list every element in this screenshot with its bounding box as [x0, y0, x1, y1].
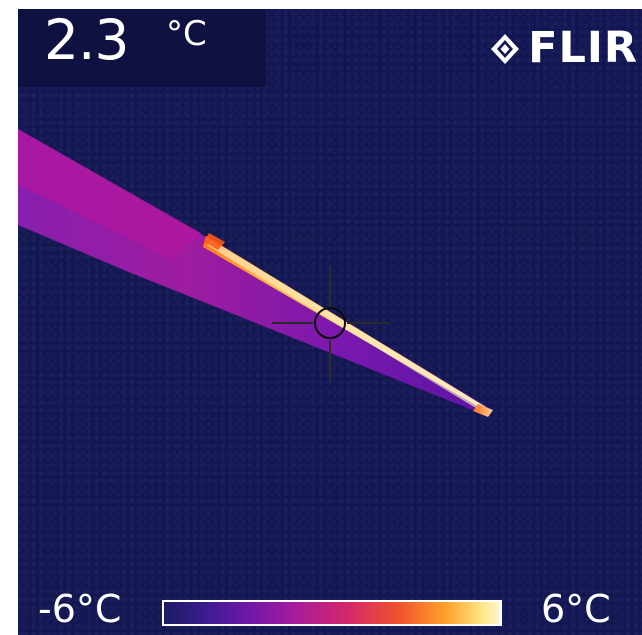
flir-logo-text: FLIR [528, 23, 638, 73]
blade-tip-glow [473, 404, 493, 417]
blade-hot-start [204, 233, 225, 250]
thermal-scene-svg [18, 129, 493, 417]
thermal-scene [18, 9, 642, 635]
temperature-reading-unit: °C [166, 14, 207, 54]
flir-diamond-icon [491, 33, 520, 64]
temperature-scale-bar [162, 600, 502, 626]
temperature-reading-value: 2.3 [44, 8, 129, 72]
temperature-reading-panel [18, 9, 266, 87]
blade-hot-edge-highlight [207, 239, 488, 413]
crosshair [272, 266, 390, 382]
blade-upper-shade [18, 129, 201, 259]
flir-logo: FLIR [488, 27, 638, 70]
scale-min-label: -6°C [38, 587, 122, 631]
scale-max-label: 6°C [541, 587, 611, 631]
